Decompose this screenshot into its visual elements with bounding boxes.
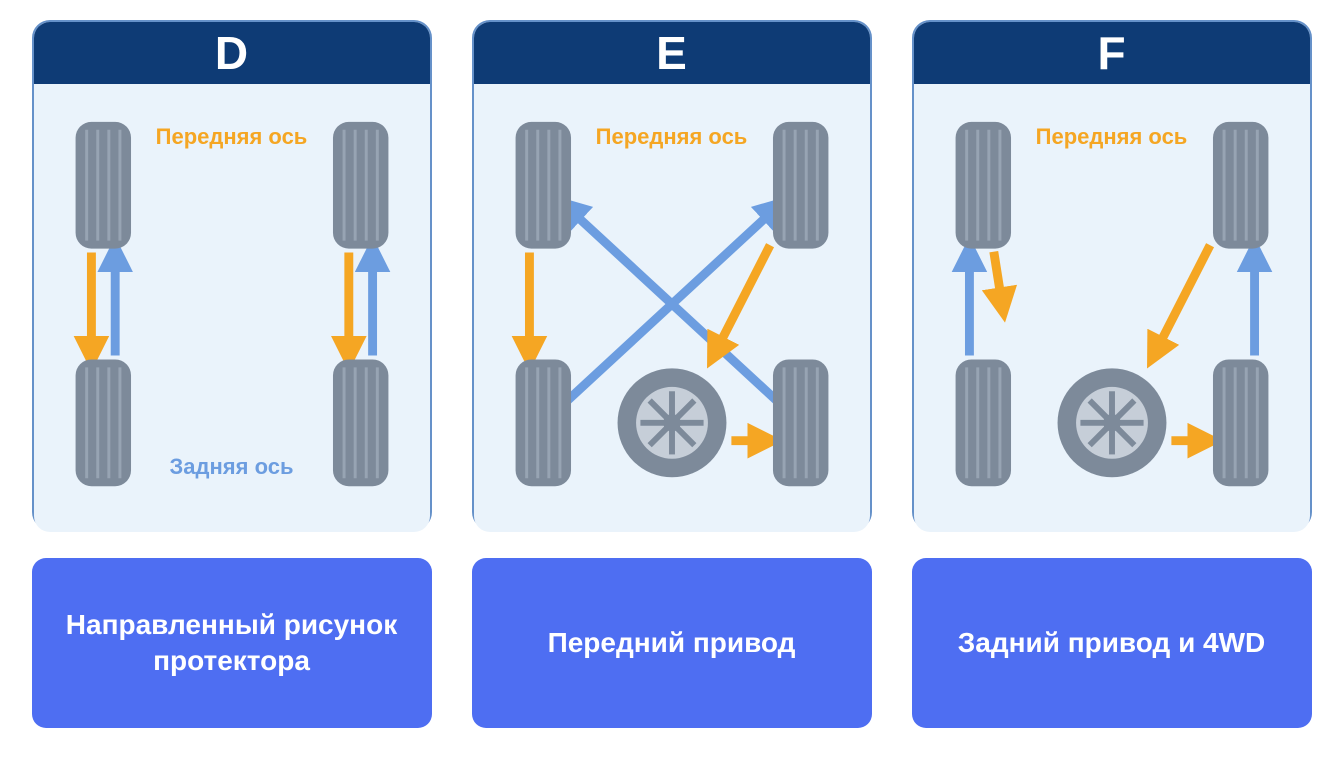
tire-icon xyxy=(332,122,387,249)
panel-header: E xyxy=(474,22,870,84)
tire-icon xyxy=(515,359,570,486)
diagram-body: Передняя ось Задняя ось xyxy=(34,84,430,532)
tire-icon xyxy=(332,359,387,486)
rotation-panel-f: F Передняя ось xyxy=(912,20,1312,728)
panel-caption: Задний привод и 4WD xyxy=(912,558,1312,728)
diagram-body: Передняя ось xyxy=(474,84,870,532)
tire-icon xyxy=(1212,359,1267,486)
tire-icon xyxy=(75,122,130,249)
rotation-panel-e: E Передняя ось xyxy=(472,20,872,728)
tire-icon xyxy=(772,122,827,249)
panel-header: D xyxy=(34,22,430,84)
tire-icon xyxy=(1212,122,1267,249)
diagram-card: D Передняя ось Задняя ось xyxy=(32,20,432,530)
rotation-diagram xyxy=(474,84,870,532)
rotation-arrow xyxy=(993,252,1002,307)
rotation-diagram xyxy=(34,84,430,532)
rotation-diagram xyxy=(914,84,1310,532)
panel-caption: Передний привод xyxy=(472,558,872,728)
panel-caption: Направленный рисунок протектора xyxy=(32,558,432,728)
diagram-card: F Передняя ось xyxy=(912,20,1312,530)
rotation-arrow xyxy=(1154,245,1210,354)
tire-icon xyxy=(955,122,1010,249)
diagram-card: E Передняя ось xyxy=(472,20,872,530)
tire-icon xyxy=(772,359,827,486)
panel-header: F xyxy=(914,22,1310,84)
panel-header-letter: F xyxy=(1097,26,1125,80)
spare-tire-icon xyxy=(617,368,726,477)
tire-icon xyxy=(955,359,1010,486)
spare-tire-icon xyxy=(1057,368,1166,477)
rotation-panel-d: D Передняя ось Задняя ось xyxy=(32,20,432,728)
tire-icon xyxy=(515,122,570,249)
panel-header-letter: E xyxy=(656,26,687,80)
tire-icon xyxy=(75,359,130,486)
diagram-body: Передняя ось xyxy=(914,84,1310,532)
panel-header-letter: D xyxy=(215,26,248,80)
